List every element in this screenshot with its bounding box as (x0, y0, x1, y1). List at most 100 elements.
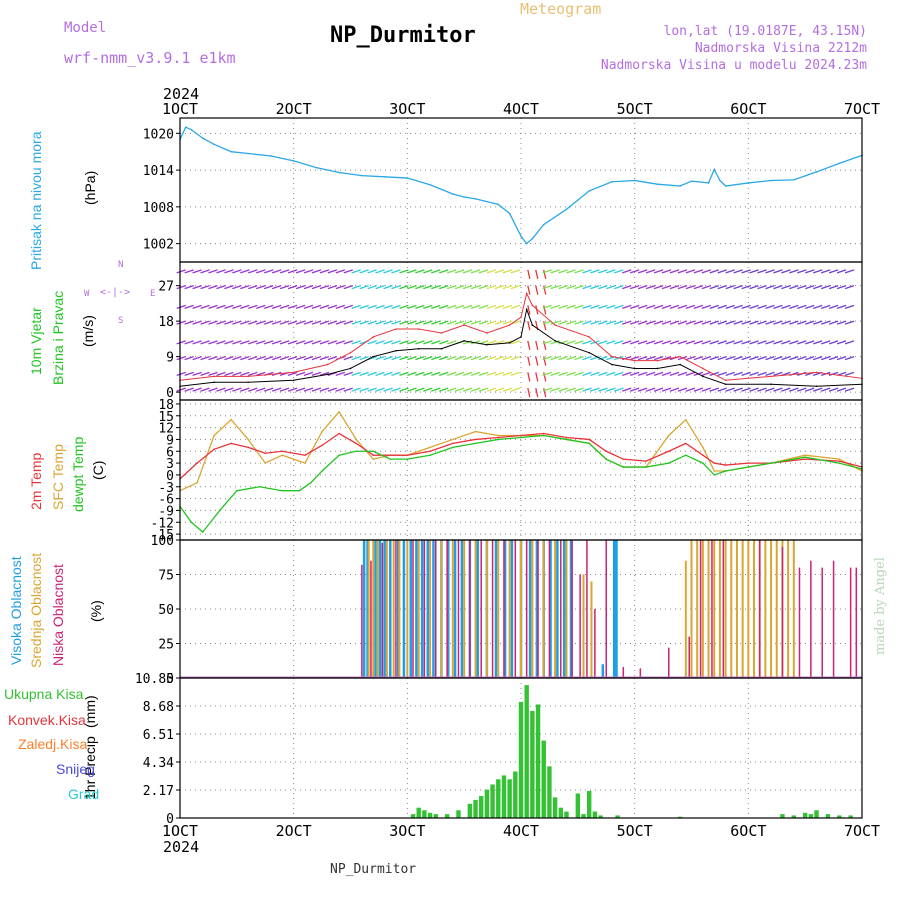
temp-unit: (C) (90, 460, 106, 480)
wind-barb (844, 371, 855, 377)
pressure-line (179, 126, 863, 245)
wind-barb (470, 387, 481, 392)
wind-speed-line-point (440, 347, 443, 350)
y-tick-label: 1014 (143, 164, 174, 179)
sfc-temp-line-point (429, 446, 431, 449)
wind-barb (741, 320, 751, 325)
wind-barb (439, 371, 449, 377)
wind-barb (789, 356, 799, 361)
wind-speed-line-point (525, 308, 528, 311)
wind-barb (415, 285, 425, 290)
cloud-bar-low (622, 666, 625, 678)
wind-barb (677, 320, 688, 325)
wind-barb (303, 387, 314, 392)
x-tick-label-bottom: 4OCT (503, 822, 539, 840)
cloud-bar-mid (392, 540, 395, 678)
wind-barb (256, 304, 266, 309)
wind-barb (685, 356, 696, 361)
wind-barb (820, 269, 831, 274)
temp-2m-line-point (213, 448, 215, 451)
dewpt-line-point (667, 462, 670, 464)
precip-bar (677, 816, 683, 818)
wind-barb (805, 320, 815, 325)
wind-barb (701, 320, 712, 325)
wind-speed-line-point (213, 381, 215, 384)
wind-barb (773, 285, 783, 290)
year-top: 2024 (163, 85, 200, 103)
pressure-line-point (201, 137, 204, 140)
wind-barb (319, 371, 330, 377)
wind-barb (725, 269, 735, 274)
wind-barb (224, 269, 234, 274)
wind-barb (550, 340, 560, 345)
cloud-bar-mid (590, 581, 593, 678)
precip-bar (825, 814, 831, 818)
pressure-line-point (724, 185, 727, 187)
wind-barb (558, 387, 568, 392)
wind-barb (685, 387, 696, 392)
wind-barb (399, 356, 409, 361)
wind-barb (653, 304, 664, 309)
wind-barb (264, 340, 274, 345)
wind-barb (279, 285, 290, 290)
pressure-line-point (719, 179, 721, 182)
precip-bar (496, 779, 501, 818)
wind-barb (844, 356, 855, 361)
wind-barb (733, 356, 743, 361)
cloud-bar-mid (724, 540, 727, 678)
wind-barb (765, 269, 775, 274)
dewpt-line-point (201, 531, 204, 533)
wind-barb (208, 340, 218, 345)
wind-barb (566, 304, 576, 309)
cloud-bar-low (560, 540, 562, 678)
wind-barb (685, 304, 696, 309)
wind-barb (256, 320, 266, 325)
wind-barb (462, 340, 473, 345)
chart-title: NP_Durmitor (330, 23, 476, 48)
wind-barb (327, 340, 338, 345)
wind-barb (749, 320, 759, 325)
wind-barb (550, 285, 560, 290)
y-tick-label: 12 (158, 422, 174, 437)
wind-barb (486, 356, 497, 361)
cloud-bar-mid (701, 540, 704, 678)
wind-barb (558, 304, 568, 309)
wind-barb (279, 320, 290, 325)
wind-barb (582, 387, 592, 392)
pressure-line-point (679, 185, 681, 187)
wind-barb (184, 285, 194, 290)
wind-barb (351, 356, 361, 361)
wind-barb (844, 340, 855, 345)
wind-barb (399, 340, 409, 345)
wind-barb (685, 340, 696, 345)
wind-barb (271, 320, 282, 325)
pressure-line-point (230, 150, 232, 153)
wind-barb (415, 356, 425, 361)
wind-barb (773, 340, 783, 345)
wind-barb (375, 340, 385, 345)
wind-gust-line-point (656, 359, 659, 362)
wind-barb (279, 269, 290, 274)
dewpt-line-point (804, 456, 806, 458)
y-tick-label: 18 (158, 398, 174, 413)
wind-barb (582, 356, 592, 361)
wind-barb (423, 285, 433, 290)
wind-barb (527, 340, 531, 350)
wind-barb (383, 356, 393, 361)
y-tick-label: 15 (158, 410, 174, 425)
wind-barb (701, 269, 712, 274)
wind-barb (470, 371, 481, 377)
wind-barb (669, 304, 680, 309)
pressure-line-point (452, 193, 454, 195)
temp-2m-line-point (713, 462, 716, 464)
wind-barb (423, 320, 433, 325)
precip-bar (479, 796, 484, 818)
wind-barb (781, 285, 791, 290)
wind-barb (343, 269, 353, 274)
wind-barb (447, 356, 457, 361)
wind-barb (653, 340, 664, 345)
cloud-ylabel-mid: Srednja Oblacnost (28, 552, 44, 668)
wind-barb (279, 304, 290, 309)
cloud-bar-low (668, 647, 670, 678)
wind-barb (566, 387, 576, 392)
